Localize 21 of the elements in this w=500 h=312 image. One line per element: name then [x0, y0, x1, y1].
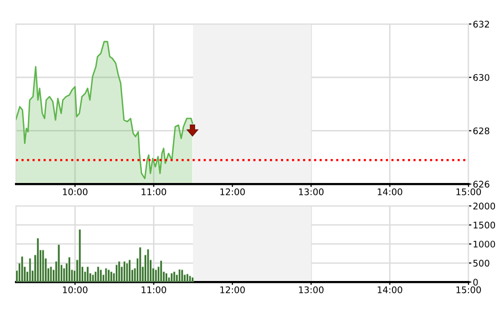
y-tick-label: 1500	[474, 222, 496, 229]
y-tick-label: 1000	[474, 240, 496, 248]
y-tick-label: 2000	[473, 202, 496, 210]
x-tick-label: 14:00	[378, 188, 402, 196]
y-tick-label: 626	[473, 180, 490, 188]
y-tick-label: 628	[473, 127, 490, 134]
x-tick-label: 14:00	[378, 286, 402, 294]
x-tick-label: 11:00	[142, 286, 166, 294]
x-tick-label: 10:00	[63, 188, 88, 196]
x-tick-label: 15:00	[456, 188, 481, 196]
y-tick-label: 500	[473, 260, 490, 267]
y-tick-label: 0	[473, 278, 478, 286]
x-tick-label: 11:00	[142, 188, 166, 196]
x-tick-label: 12:00	[220, 188, 245, 196]
y-tick-label: 632	[473, 20, 489, 28]
x-tick-label: 12:00	[220, 286, 245, 294]
x-tick-label: 10:00	[63, 286, 88, 294]
x-tick-label: 15:00	[456, 286, 481, 294]
y-tick-label: 630	[473, 74, 490, 81]
x-tick-label: 13:00	[299, 188, 324, 196]
x-tick-label: 13:00	[299, 286, 324, 294]
